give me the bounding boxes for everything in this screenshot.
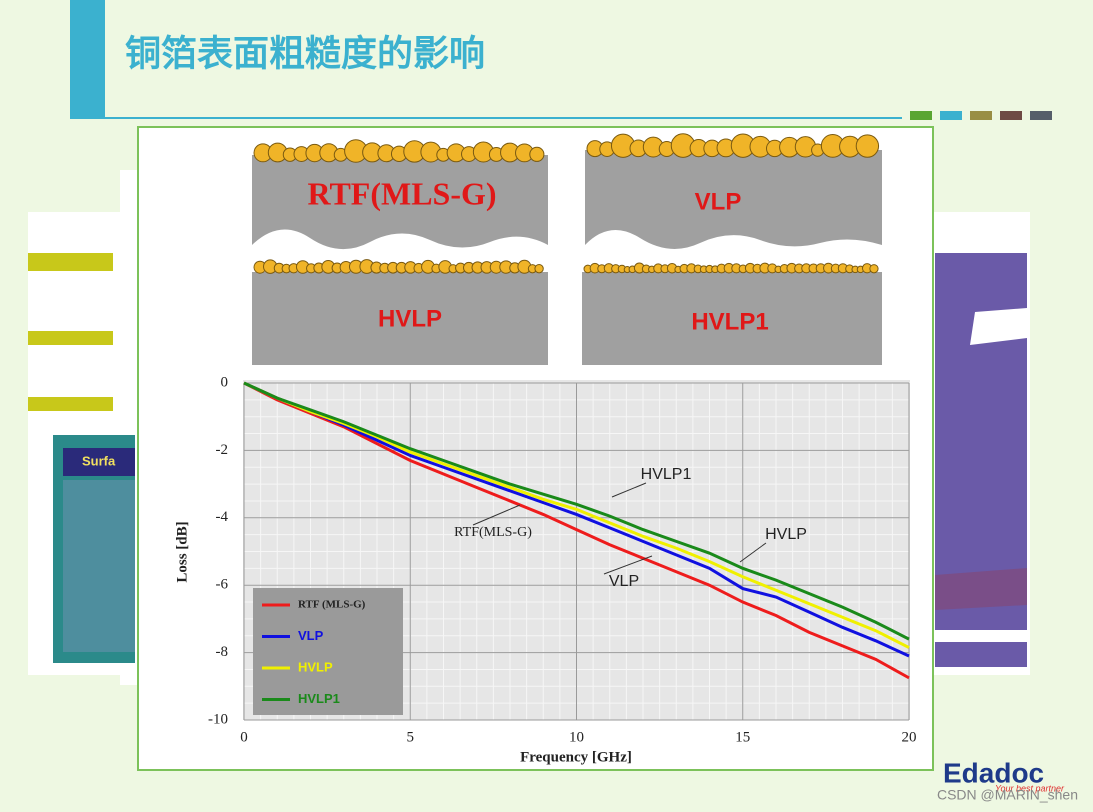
y-tick-label: 0 [221, 374, 229, 390]
back-box-text: Surfa [82, 453, 116, 468]
grain [534, 263, 544, 274]
back-bar [28, 397, 113, 411]
deco-square [910, 111, 932, 120]
copper-block [252, 272, 548, 365]
legend-box [253, 588, 403, 715]
y-tick-label: -8 [216, 644, 229, 660]
diagram-label: RTF(MLS-G) [307, 175, 496, 211]
annotation-leader [611, 482, 647, 498]
logo-tagline: Your best partner [995, 783, 1065, 793]
deco-square [940, 111, 962, 120]
micrograph-feature [935, 630, 1027, 642]
diagram-label: HVLP [378, 305, 442, 332]
footer: CSDN @MARIN_shen [937, 787, 1078, 803]
annotation: RTF(MLS-G) [454, 525, 532, 540]
deco-square [1030, 111, 1052, 120]
copper-block [252, 155, 548, 250]
annotation-leader [603, 555, 653, 575]
annotation: VLP [609, 573, 639, 590]
logo: Edadoc [943, 757, 1044, 788]
x-tick-label: 5 [407, 729, 415, 745]
grain [855, 134, 880, 158]
legend-label: HVLP1 [298, 691, 340, 706]
annotation-leader [739, 542, 767, 563]
back-box-header [63, 448, 135, 476]
micrograph-feature [935, 568, 1027, 610]
legend-label: RTF (MLS-G) [298, 599, 366, 611]
back-box-body [63, 480, 135, 652]
x-tick-label: 15 [735, 729, 750, 745]
series-line [243, 381, 910, 649]
x-tick-label: 20 [902, 729, 917, 745]
deco-square [1000, 111, 1022, 120]
annotation: HVLP1 [641, 466, 692, 483]
series-line [243, 381, 910, 680]
series-line [243, 381, 910, 641]
y-tick-label: -10 [208, 711, 228, 727]
x-axis-label: Frequency [GHz] [520, 749, 632, 765]
back-bar [28, 331, 113, 345]
x-tick-label: 10 [569, 729, 584, 745]
copper-block [585, 150, 882, 249]
y-tick-label: -6 [216, 577, 229, 593]
legend-label: VLP [298, 628, 324, 643]
title-accent [70, 0, 105, 118]
deco-square [970, 111, 992, 120]
annotation-leader [472, 504, 521, 526]
back-bar [28, 253, 113, 271]
y-tick-label: -2 [216, 442, 229, 458]
diagram-label: HVLP1 [691, 308, 768, 335]
annotation: HVLP [765, 526, 807, 543]
y-tick-label: -4 [216, 509, 229, 525]
x-tick-label: 0 [240, 729, 248, 745]
slide-title: 铜箔表面粗糙度的影响 [125, 33, 485, 74]
grain [529, 146, 545, 162]
diagram-label: VLP [695, 188, 742, 215]
y-axis-label: Loss [dB] [174, 521, 190, 582]
legend-label: HVLP [298, 659, 333, 674]
copper-block [582, 272, 882, 365]
grain [869, 264, 879, 274]
series-line [243, 381, 910, 658]
micrograph-feature [970, 308, 1027, 345]
roughness-diagram: RTF(MLS-G) VLP HVLP HVLP1 [252, 133, 882, 365]
